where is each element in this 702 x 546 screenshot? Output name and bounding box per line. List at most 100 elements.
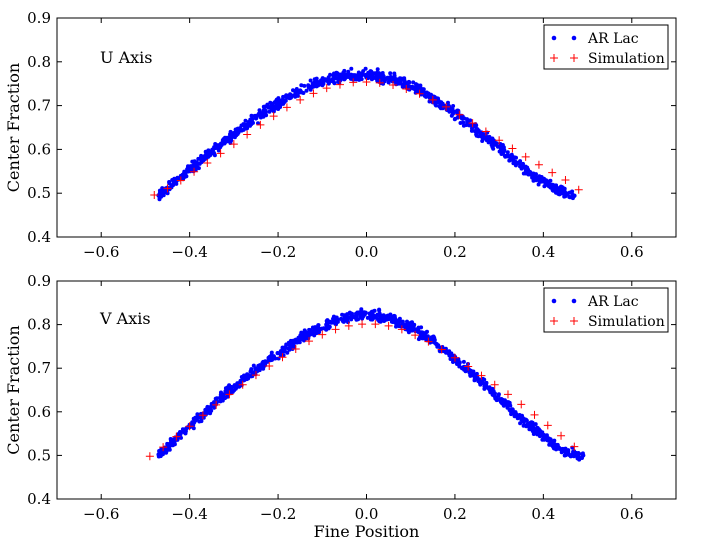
simulation-point bbox=[225, 390, 234, 399]
simulation-point bbox=[278, 353, 287, 362]
ar-lac-point bbox=[414, 90, 418, 95]
ar-lac-point bbox=[257, 108, 262, 113]
ar-lac-point bbox=[204, 152, 209, 157]
ar-lac-point bbox=[498, 397, 502, 402]
ar-lac-data-point bbox=[457, 360, 462, 366]
ar-lac-point bbox=[205, 405, 210, 410]
simulation-point bbox=[561, 176, 570, 185]
ar-lac-point bbox=[207, 409, 212, 414]
ar-lac-point bbox=[495, 144, 500, 149]
ar-lac-data-point bbox=[333, 75, 338, 81]
simulation-point bbox=[503, 390, 512, 399]
simulation-point bbox=[256, 120, 265, 129]
simulation-point bbox=[216, 149, 225, 158]
x-tick-label: −0.6 bbox=[83, 243, 119, 261]
ar-lac-point bbox=[512, 160, 517, 165]
ar-lac-point bbox=[165, 191, 170, 196]
simulation-point bbox=[238, 380, 247, 389]
x-axis-label: Fine Position bbox=[314, 522, 420, 541]
ar-lac-data-point bbox=[244, 122, 250, 128]
simulation-point bbox=[481, 127, 490, 136]
ar-lac-data-point bbox=[395, 78, 400, 83]
simulation-point bbox=[384, 321, 393, 330]
ar-lac-point bbox=[544, 433, 549, 438]
ar-lac-point bbox=[233, 384, 238, 389]
ar-lac-point bbox=[219, 390, 223, 395]
simulation-point bbox=[543, 421, 552, 430]
ar-lac-data-point bbox=[289, 93, 294, 98]
ar-lac-point bbox=[500, 144, 504, 149]
ar-lac-point bbox=[462, 364, 467, 369]
ar-lac-point bbox=[228, 129, 233, 134]
ar-lac-point bbox=[518, 159, 523, 164]
simulation-point bbox=[265, 362, 274, 371]
ar-lac-point bbox=[377, 308, 382, 313]
simulation-point bbox=[251, 371, 260, 380]
ar-lac-data-point bbox=[483, 135, 489, 140]
ar-lac-point bbox=[572, 449, 577, 454]
ar-lac-point bbox=[435, 100, 440, 105]
ar-lac-point bbox=[523, 166, 528, 171]
simulation-point bbox=[305, 337, 314, 346]
y-tick-label: 0.9 bbox=[27, 9, 51, 27]
legend-ar-lac-label: AR Lac bbox=[587, 31, 639, 47]
simulation-point bbox=[203, 158, 212, 167]
ar-lac-point bbox=[221, 395, 226, 400]
ar-lac-data-point bbox=[368, 73, 374, 78]
legend-ar-lac-marker bbox=[551, 35, 557, 41]
simulation-point bbox=[163, 184, 172, 193]
ar-lac-point bbox=[334, 315, 339, 320]
ar-lac-point bbox=[356, 75, 361, 79]
ar-lac-point bbox=[314, 76, 319, 81]
ar-lac-data-point bbox=[412, 85, 418, 91]
ar-lac-point bbox=[505, 150, 510, 155]
ar-lac-point bbox=[186, 166, 190, 171]
ar-lac-point bbox=[408, 323, 413, 328]
series-ar-lac bbox=[156, 307, 586, 462]
ar-lac-point bbox=[359, 307, 364, 312]
ar-lac-point bbox=[200, 415, 205, 420]
ar-lac-point bbox=[221, 392, 226, 397]
ar-lac-data-point bbox=[165, 444, 170, 450]
ar-lac-point bbox=[527, 427, 532, 432]
ar-lac-data-point bbox=[536, 176, 542, 181]
ar-lac-point bbox=[429, 335, 434, 340]
ar-lac-point bbox=[170, 440, 175, 445]
ar-lac-point bbox=[334, 70, 339, 75]
ar-lac-point bbox=[392, 313, 397, 318]
ar-lac-data-point bbox=[359, 313, 365, 318]
ar-lac-data-point bbox=[236, 129, 241, 134]
ar-lac-point bbox=[287, 347, 292, 352]
ar-lac-point bbox=[419, 88, 424, 93]
ar-lac-point bbox=[446, 100, 450, 105]
y-axis-label: Center Fraction bbox=[4, 325, 23, 454]
ar-lac-point bbox=[168, 437, 173, 441]
ar-lac-point bbox=[449, 113, 454, 118]
simulation-point bbox=[490, 380, 499, 389]
simulation-point bbox=[176, 176, 185, 185]
ar-lac-point bbox=[372, 308, 377, 313]
ar-lac-point bbox=[379, 77, 384, 82]
simulation-point bbox=[190, 167, 199, 176]
ar-lac-data-point bbox=[227, 135, 232, 141]
x-tick-label: 0.4 bbox=[531, 243, 555, 261]
ar-lac-data-point bbox=[306, 331, 312, 337]
ar-lac-data-point bbox=[404, 322, 409, 328]
ar-lac-point bbox=[461, 123, 466, 128]
ar-lac-data-point bbox=[448, 353, 453, 358]
ar-lac-data-point bbox=[315, 81, 321, 86]
ar-lac-data-point bbox=[554, 187, 559, 192]
ar-lac-point bbox=[400, 84, 405, 89]
ar-lac-point bbox=[257, 112, 262, 117]
ar-lac-data-point bbox=[368, 313, 374, 318]
ar-lac-point bbox=[297, 340, 302, 345]
simulation-point bbox=[358, 320, 367, 329]
y-tick-label: 0.7 bbox=[27, 359, 51, 377]
x-tick-label: 0.0 bbox=[355, 505, 379, 523]
ar-lac-point bbox=[162, 190, 167, 194]
simulation-point bbox=[349, 78, 358, 87]
y-tick-label: 0.5 bbox=[27, 184, 51, 202]
x-tick-label: −0.4 bbox=[171, 505, 207, 523]
ar-lac-data-point bbox=[430, 339, 436, 344]
ar-lac-point bbox=[524, 171, 528, 176]
